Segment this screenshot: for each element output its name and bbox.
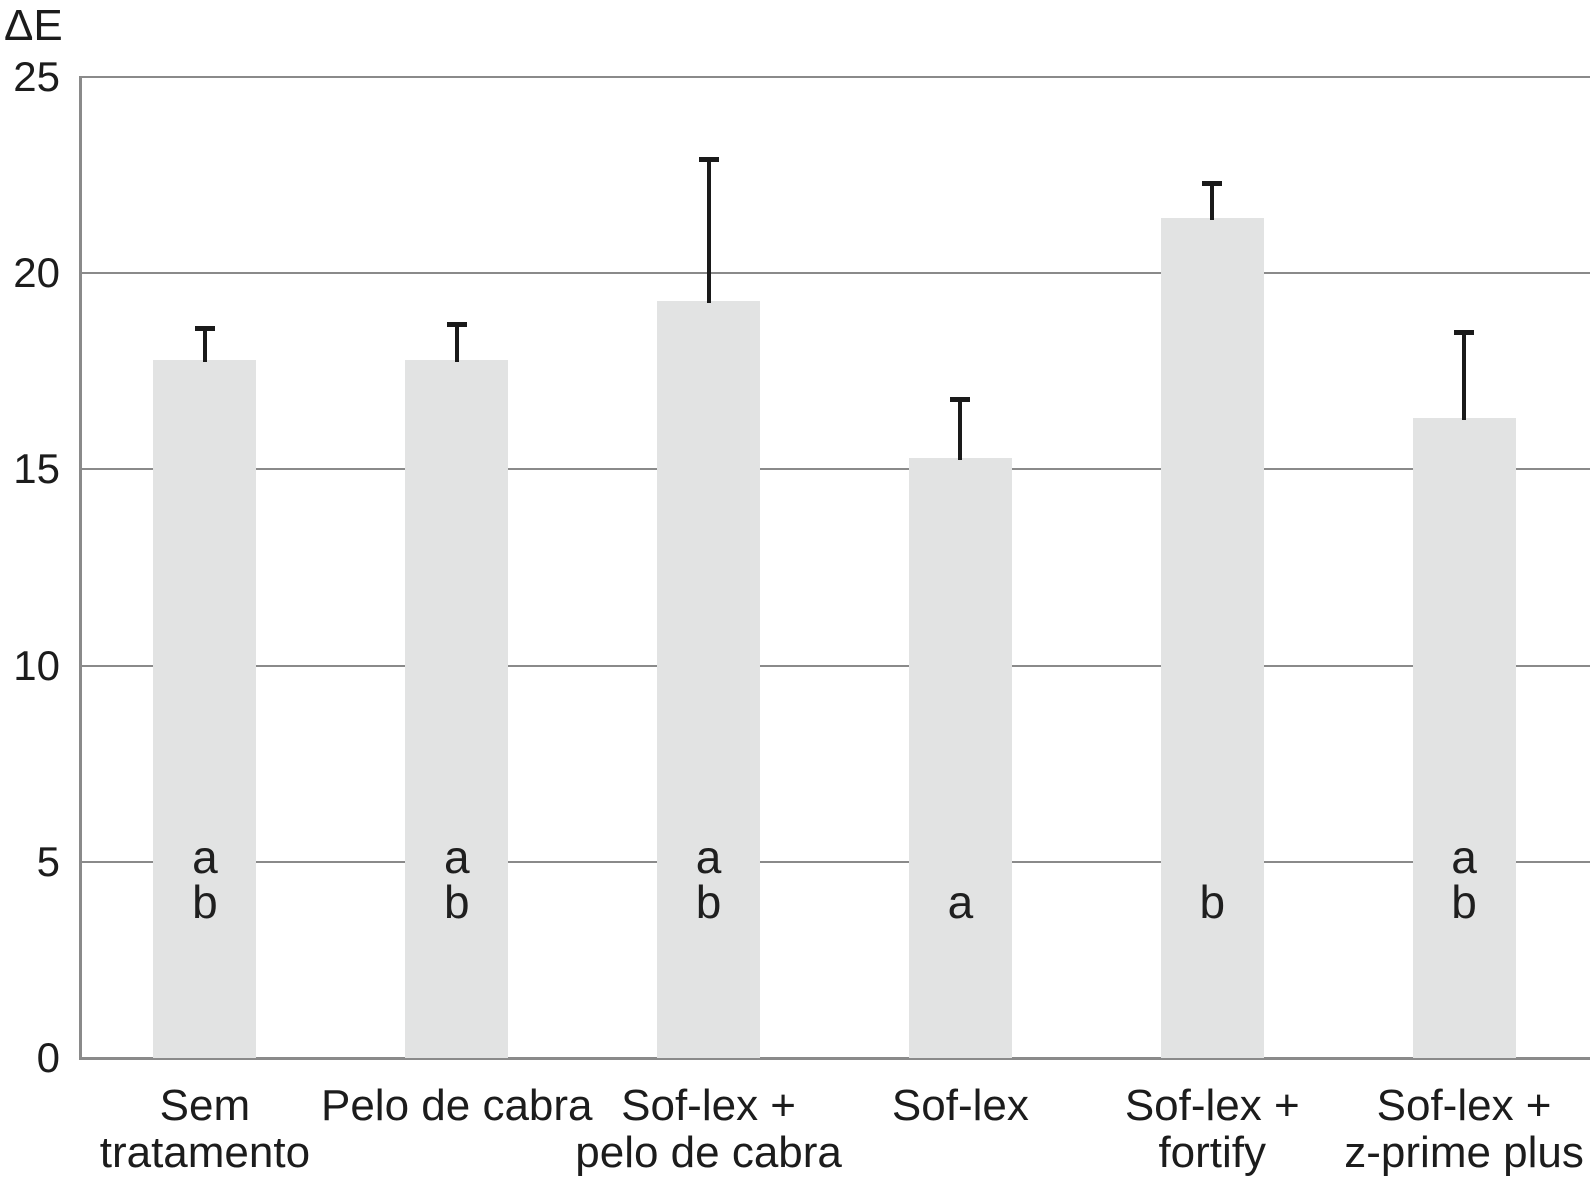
bar — [1412, 418, 1516, 1058]
y-tick-label: 10 — [13, 641, 60, 689]
x-category-label: Pelo de cabra — [321, 1082, 593, 1129]
x-category-label-line: Sof-lex — [891, 1081, 1029, 1130]
significance-letter: b — [443, 876, 470, 928]
gridline — [79, 664, 1590, 667]
y-tick-label: 5 — [36, 837, 60, 885]
significance-letter: b — [1451, 876, 1477, 928]
x-category-label-line: Sof-lex + — [1376, 1081, 1552, 1130]
y-tick-label: 20 — [13, 249, 60, 297]
bar — [405, 359, 509, 1058]
x-category-label-line: Sof-lex + — [621, 1081, 797, 1130]
y-tick-label: 0 — [36, 1034, 60, 1081]
bar — [1160, 218, 1264, 1058]
significance-letter: a — [192, 831, 218, 883]
x-category-label-line: Pelo de cabra — [320, 1081, 593, 1130]
significance-letter: a — [443, 831, 470, 883]
x-category-label-line: Sem — [159, 1081, 251, 1130]
error-bar-cap — [698, 157, 719, 163]
x-category-label-line: fortify — [1158, 1128, 1267, 1177]
x-category-label: Sem tratamento — [100, 1082, 310, 1176]
bar — [657, 300, 761, 1058]
error-bar — [202, 328, 207, 362]
x-category-label: Sof-lex + fortify — [1125, 1082, 1300, 1176]
gridline — [79, 272, 1590, 275]
y-tick-label: 25 — [13, 53, 60, 100]
gridline — [79, 468, 1590, 471]
error-bar-cap — [1202, 180, 1223, 186]
error-bar-cap — [1454, 330, 1475, 336]
x-category-label: Sof-lex — [892, 1082, 1029, 1129]
bar — [908, 457, 1012, 1058]
x-category-label-line: pelo de cabra — [575, 1128, 842, 1177]
x-category-label-line: tratamento — [99, 1128, 311, 1177]
significance-letter: b — [1199, 876, 1226, 928]
error-bar — [706, 159, 711, 303]
significance-letter: a — [947, 876, 974, 928]
error-bar — [1210, 182, 1215, 221]
x-category-label-line: z-prime plus — [1344, 1128, 1584, 1177]
gridline — [79, 76, 1590, 78]
x-category-label: Sof-lex + pelo de cabra — [575, 1082, 842, 1176]
gridline — [79, 860, 1590, 863]
x-axis-line — [79, 1057, 1590, 1060]
x-category-label: Sof-lex + z-prime plus — [1344, 1082, 1584, 1176]
error-bar — [1462, 332, 1467, 421]
error-bar-cap — [446, 322, 467, 328]
significance-letter: a — [695, 831, 722, 883]
x-category-label-line: Sof-lex + — [1124, 1081, 1300, 1130]
error-bar — [958, 398, 963, 460]
error-bar-cap — [194, 326, 215, 332]
y-axis-line — [79, 77, 82, 1058]
significance-letter: a — [1451, 831, 1477, 883]
significance-letter: b — [695, 876, 722, 928]
error-bar-cap — [950, 396, 971, 402]
error-bar — [454, 324, 459, 362]
bar — [153, 359, 257, 1058]
significance-letter: b — [192, 876, 218, 928]
y-tick-label: 15 — [13, 445, 60, 493]
y-axis-title: ΔE — [4, 1, 63, 50]
